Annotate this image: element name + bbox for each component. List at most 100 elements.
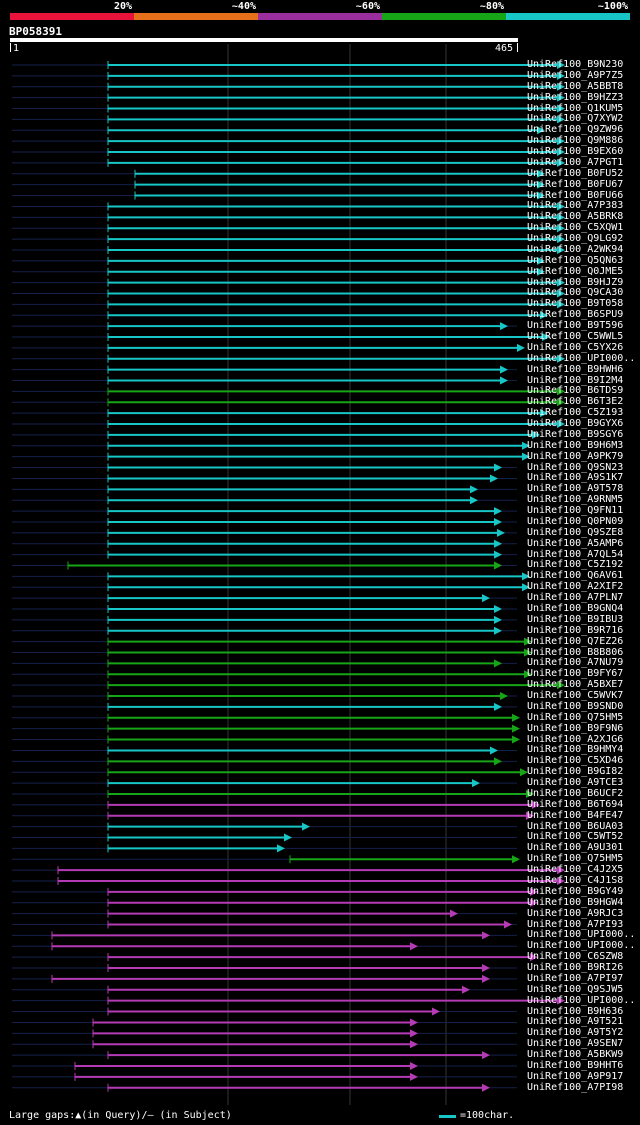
hit-label[interactable]: UniRef100_Q0JME5: [527, 265, 624, 277]
hit-label[interactable]: UniRef100_B9I2M4: [527, 374, 624, 386]
hit-label[interactable]: UniRef100_Q0PN09: [527, 515, 624, 527]
hit-label[interactable]: UniRef100_B9GY49: [527, 885, 624, 897]
hit-label[interactable]: UniRef100_B9SND0: [527, 700, 624, 712]
legend-label-5: ~100%: [597, 1, 628, 12]
hit-label[interactable]: UniRef100_Q9SZE8: [527, 526, 624, 538]
hit-label[interactable]: UniRef100_A7PGT1: [527, 156, 624, 168]
hit-label[interactable]: UniRef100_C5YX26: [527, 341, 624, 353]
hit-label[interactable]: UniRef100_B9F9N6: [527, 722, 624, 734]
hit-label[interactable]: UniRef100_Q9LG92: [527, 233, 624, 245]
hit-label[interactable]: UniRef100_B9H636: [527, 1005, 624, 1017]
hit-label[interactable]: UniRef100_A7PLN7: [527, 592, 624, 604]
hit-label[interactable]: UniRef100_C5WVK7: [527, 690, 624, 702]
hit-label[interactable]: UniRef100_Q7EZ26: [527, 635, 624, 647]
hit-label[interactable]: UniRef100_Q9FN11: [527, 505, 624, 517]
hit-label[interactable]: UniRef100_C4J1S8: [527, 875, 624, 886]
hit-label[interactable]: UniRef100_B9HWH6: [527, 363, 624, 375]
hit-label[interactable]: UniRef100_A9P917: [527, 1070, 624, 1082]
hit-label[interactable]: UniRef100_B9HMY4: [527, 744, 624, 756]
hit-label[interactable]: UniRef100_UPI000..: [527, 940, 636, 952]
hit-label[interactable]: UniRef100_B6UCF2: [527, 787, 624, 799]
hit-label[interactable]: UniRef100_B9HHT6: [527, 1059, 624, 1071]
hit-label[interactable]: UniRef100_C5XQW1: [527, 222, 624, 234]
hit-label[interactable]: UniRef100_C5Z192: [527, 559, 624, 571]
hit-label[interactable]: UniRef100_A7QL54: [527, 548, 624, 560]
hit-label[interactable]: UniRef100_A2XJG6: [527, 733, 624, 745]
hit-label[interactable]: UniRef100_B9GNQ4: [527, 603, 624, 614]
hit-label[interactable]: UniRef100_C4J2X5: [527, 864, 624, 876]
hit-label[interactable]: UniRef100_B9FY67: [527, 668, 624, 680]
hit-label[interactable]: UniRef100_A5BKW9: [527, 1049, 624, 1061]
hit-label[interactable]: UniRef100_Q75HM5: [527, 711, 624, 723]
hit-label[interactable]: UniRef100_Q7XYW2: [527, 113, 624, 125]
hit-end-arrow: [557, 245, 565, 254]
hit-label[interactable]: UniRef100_A5AMP6: [527, 537, 624, 549]
hit-label[interactable]: UniRef100_UPI000..: [527, 352, 636, 364]
hit-label[interactable]: UniRef100_UPI000..: [527, 994, 636, 1006]
hit-label[interactable]: UniRef100_B6SPU9: [527, 309, 624, 321]
hit-label[interactable]: UniRef100_B9HZZ3: [527, 91, 624, 103]
hit-label[interactable]: UniRef100_C5Z193: [527, 407, 624, 419]
hit-label[interactable]: UniRef100_C5WT52: [527, 831, 624, 843]
hit-label[interactable]: UniRef100_B6T3E2: [527, 396, 624, 408]
hit-label[interactable]: UniRef100_B0FU67: [527, 178, 624, 190]
hit-label[interactable]: UniRef100_A7PI93: [527, 918, 624, 930]
hit-label[interactable]: UniRef100_A9T5Y2: [527, 1027, 624, 1039]
hit-label[interactable]: UniRef100_B9H6M3: [527, 439, 624, 451]
hit-label[interactable]: UniRef100_A9U301: [527, 842, 624, 854]
hit-label[interactable]: UniRef100_A7PI98: [527, 1081, 624, 1093]
hit-label[interactable]: UniRef100_A9TCE3: [527, 777, 624, 789]
hit-label[interactable]: UniRef100_A5BBT8: [527, 80, 624, 92]
hit-label[interactable]: UniRef100_B9HJZ9: [527, 276, 624, 288]
hit-label[interactable]: UniRef100_A7P383: [527, 200, 624, 212]
hit-label[interactable]: UniRef100_A9RJC3: [527, 907, 624, 919]
hit-label[interactable]: UniRef100_Q9ZW96: [527, 124, 624, 136]
hit-label[interactable]: UniRef100_B6TDS9: [527, 385, 624, 397]
hit-label[interactable]: UniRef100_Q9M886: [527, 135, 624, 147]
hit-label[interactable]: UniRef100_B6UA03: [527, 820, 624, 832]
hit-label[interactable]: UniRef100_A9T521: [527, 1016, 624, 1028]
hit-label[interactable]: UniRef100_B9IBU3: [527, 613, 624, 625]
hit-label[interactable]: UniRef100_A2XIF2: [527, 581, 624, 593]
hit-label[interactable]: UniRef100_B9EX60: [527, 146, 624, 158]
hit-label[interactable]: UniRef100_B9SGY6: [527, 428, 624, 440]
hit-label[interactable]: UniRef100_A5BXE7: [527, 679, 624, 691]
hit-label[interactable]: UniRef100_UPI000..: [527, 929, 636, 941]
hit-end-arrow: [532, 800, 540, 809]
hit-label[interactable]: UniRef100_B0FU66: [527, 189, 624, 201]
hit-label[interactable]: UniRef100_Q1KUM5: [527, 102, 624, 114]
hit-label[interactable]: UniRef100_B8B806: [527, 646, 624, 658]
hit-end-arrow: [494, 463, 502, 472]
hit-label[interactable]: UniRef100_C5XD46: [527, 755, 624, 767]
hit-label[interactable]: UniRef100_Q9SN23: [527, 461, 624, 473]
hit-label[interactable]: UniRef100_B9RI26: [527, 962, 624, 974]
hit-label[interactable]: UniRef100_Q6AV61: [527, 570, 624, 582]
hit-label[interactable]: UniRef100_A7PI97: [527, 972, 624, 984]
hit-label[interactable]: UniRef100_B9GI82: [527, 766, 624, 778]
hit-label[interactable]: UniRef100_B0FU52: [527, 167, 624, 179]
hit-label[interactable]: UniRef100_Q9SJW5: [527, 983, 624, 995]
hit-label[interactable]: UniRef100_A7NU79: [527, 657, 624, 669]
hit-label[interactable]: UniRef100_A9S1K7: [527, 472, 624, 484]
hit-label[interactable]: UniRef100_B9N230: [527, 59, 624, 70]
hit-label[interactable]: UniRef100_A9RNM5: [527, 494, 624, 506]
hit-label[interactable]: UniRef100_C6SZW8: [527, 951, 624, 963]
hit-label[interactable]: UniRef100_Q5QN63: [527, 254, 624, 266]
hit-label[interactable]: UniRef100_B9R716: [527, 624, 624, 636]
hit-label[interactable]: UniRef100_B9GYX6: [527, 418, 624, 430]
hit-label[interactable]: UniRef100_A9T578: [527, 483, 624, 495]
hit-end-arrow: [277, 844, 285, 853]
hit-label[interactable]: UniRef100_Q75HM5: [527, 853, 624, 865]
hit-label[interactable]: UniRef100_B9HGW4: [527, 896, 624, 908]
hit-label[interactable]: UniRef100_B4FE47: [527, 809, 624, 821]
hit-label[interactable]: UniRef100_C5WWL5: [527, 331, 624, 342]
hit-label[interactable]: UniRef100_B9T058: [527, 298, 624, 310]
hit-label[interactable]: UniRef100_A9SEN7: [527, 1038, 624, 1050]
hit-label[interactable]: UniRef100_Q9CA30: [527, 287, 624, 299]
hit-label[interactable]: UniRef100_A2WK94: [527, 243, 624, 255]
hit-label[interactable]: UniRef100_B6T694: [527, 798, 624, 810]
hit-label[interactable]: UniRef100_A9P7Z5: [527, 69, 624, 81]
hit-label[interactable]: UniRef100_B9T596: [527, 320, 624, 332]
hit-label[interactable]: UniRef100_A9PK79: [527, 450, 624, 462]
hit-label[interactable]: UniRef100_A5BRK8: [527, 211, 624, 223]
